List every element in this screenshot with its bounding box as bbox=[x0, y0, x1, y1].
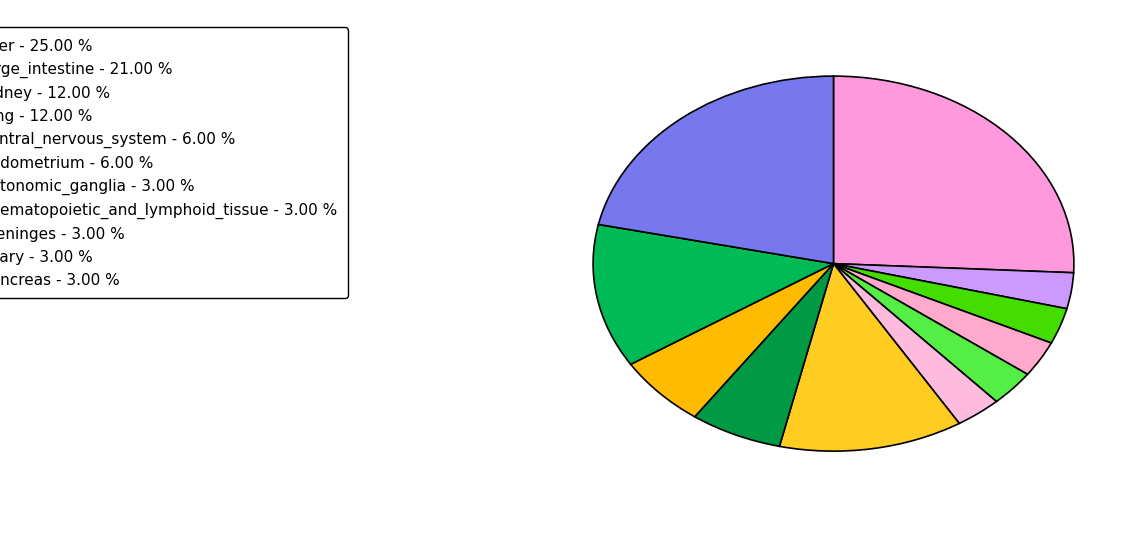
Wedge shape bbox=[599, 76, 833, 264]
Wedge shape bbox=[833, 264, 997, 423]
Wedge shape bbox=[593, 224, 833, 364]
Wedge shape bbox=[779, 264, 959, 451]
Wedge shape bbox=[833, 264, 1027, 401]
Wedge shape bbox=[833, 264, 1067, 343]
Legend: liver - 25.00 %, large_intestine - 21.00 %, kidney - 12.00 %, lung - 12.00 %, ce: liver - 25.00 %, large_intestine - 21.00… bbox=[0, 27, 348, 298]
Wedge shape bbox=[833, 76, 1074, 273]
Wedge shape bbox=[833, 264, 1051, 374]
Wedge shape bbox=[833, 264, 1074, 309]
Wedge shape bbox=[695, 264, 833, 447]
Wedge shape bbox=[631, 264, 833, 417]
